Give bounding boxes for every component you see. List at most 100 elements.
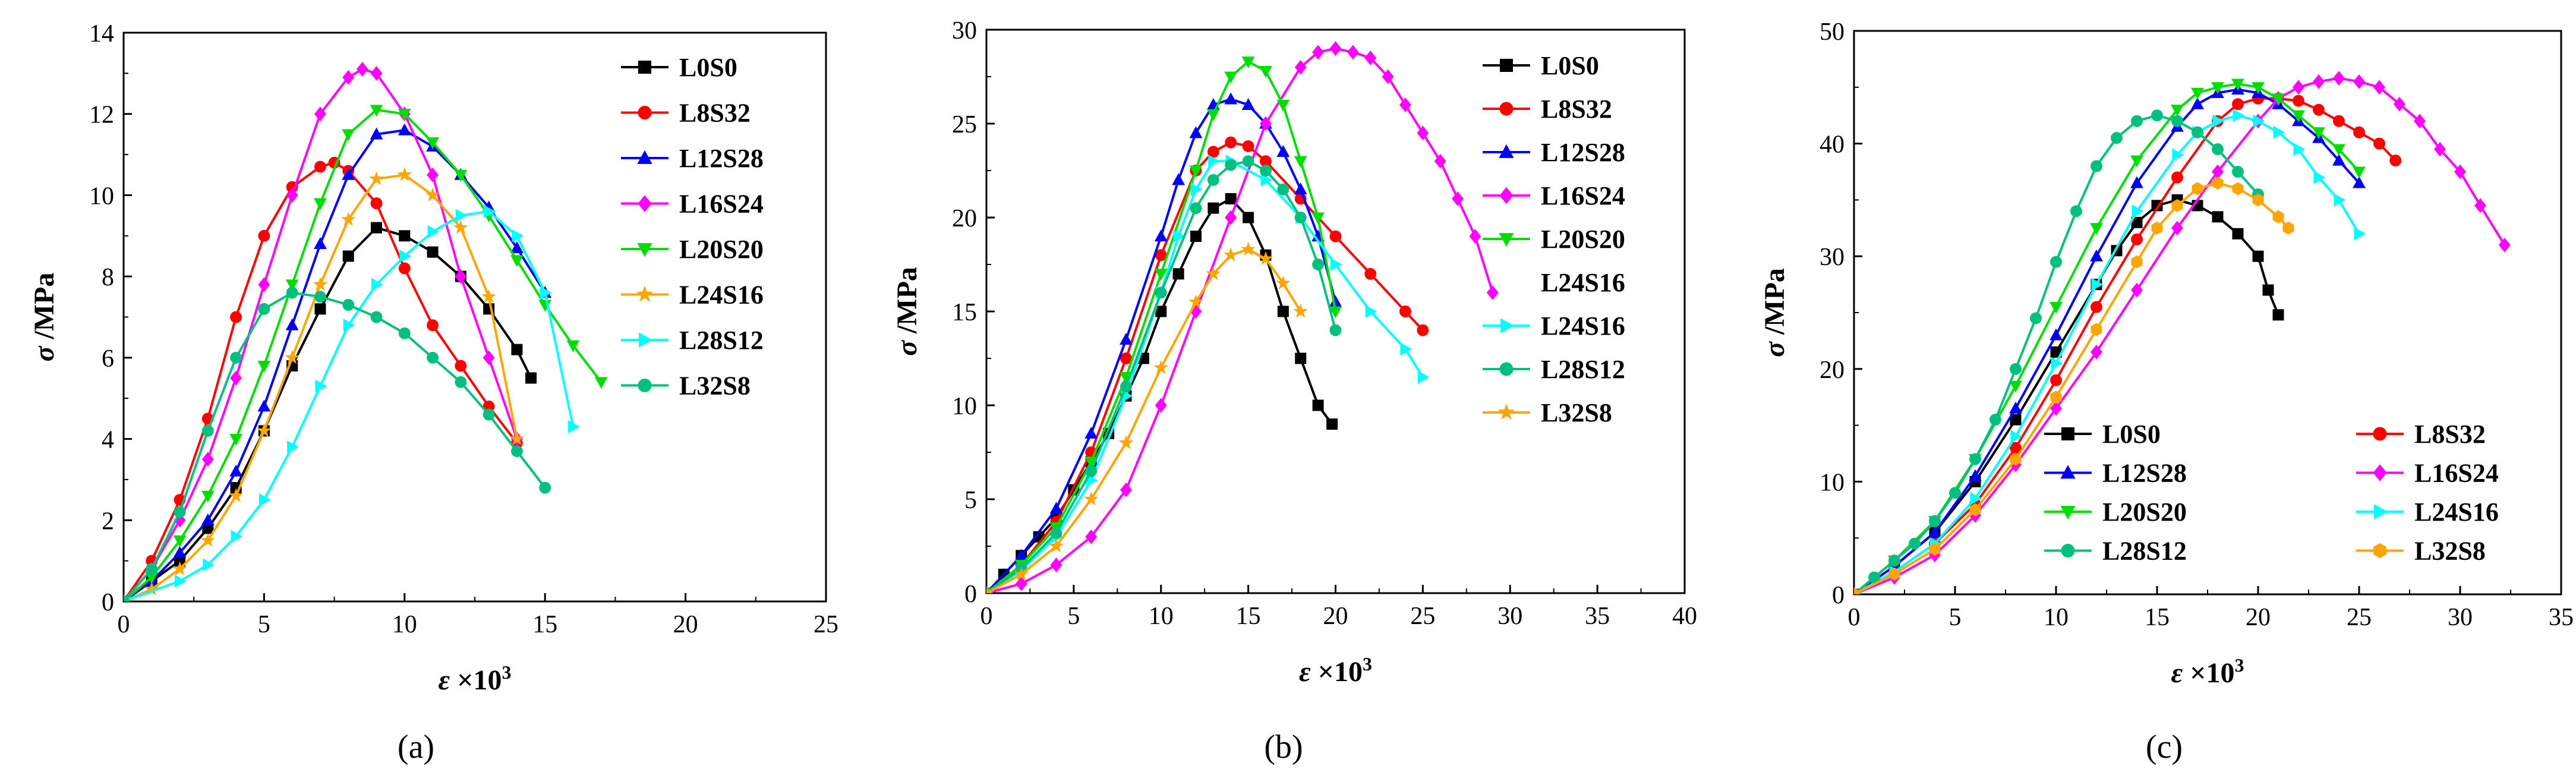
legend-item: L12S28: [621, 144, 764, 173]
data-point: [1312, 45, 1325, 60]
data-point: [2050, 328, 2063, 341]
data-point: [1206, 109, 1220, 121]
y-tick-label: 10: [952, 393, 977, 420]
data-point: [1155, 398, 1167, 413]
data-point: [1329, 230, 1342, 242]
x-tick-label: 15: [2145, 604, 2170, 631]
data-point: [1172, 173, 1185, 185]
series-line: [124, 161, 518, 601]
data-point: [2010, 442, 2022, 454]
legend-label: L24S16: [2414, 497, 2499, 527]
panel-caption: (c): [2146, 729, 2183, 765]
data-point: [1330, 258, 1342, 271]
data-point: [1969, 469, 1982, 481]
data-point: [2313, 103, 2325, 116]
legend-marker: [2373, 427, 2387, 441]
data-point: [2232, 228, 2244, 240]
data-point: [1049, 538, 1064, 553]
data-point: [230, 370, 242, 386]
series-L32S8: [1854, 177, 2294, 594]
data-point: [342, 70, 355, 85]
data-point: [1208, 155, 1221, 168]
series-line: [986, 160, 1424, 593]
legend-label: L28S12: [2102, 537, 2187, 566]
y-tick-label: 10: [1820, 469, 1844, 496]
data-point: [146, 563, 158, 575]
legend-item: L24S16: [1541, 268, 1625, 297]
legend-marker: [637, 150, 652, 164]
data-point: [2293, 80, 2304, 95]
data-point: [1207, 146, 1219, 158]
data-point: [1206, 266, 1221, 281]
data-point: [1241, 241, 1256, 256]
data-point: [313, 277, 328, 291]
legend: L0S0 L8S32 L12S28 L16S24 L20S20 L24S16 L24S16 L…: [1483, 51, 1625, 427]
series-line: [986, 141, 1424, 593]
legend-label: L24S16: [1541, 311, 1625, 341]
x-tick-label: 10: [392, 611, 417, 638]
data-point: [257, 423, 272, 437]
data-point: [1277, 183, 1289, 196]
data-point: [2373, 80, 2385, 95]
data-point: [257, 360, 271, 373]
legend-item: L20S20: [621, 235, 764, 264]
data-point: [370, 66, 383, 81]
data-point: [2070, 205, 2082, 218]
data-point: [1868, 571, 1880, 584]
legend-label: L16S24: [1541, 181, 1625, 210]
data-point: [2050, 346, 2062, 358]
data-point: [314, 106, 326, 122]
legend-marker: [1499, 187, 1514, 204]
data-point: [201, 424, 214, 437]
panel-caption: (b): [1264, 729, 1303, 765]
data-point: [2131, 282, 2143, 298]
series-L20S20: [986, 56, 1342, 593]
y-tick-label: 10: [89, 182, 114, 210]
data-point: [1326, 418, 1338, 430]
data-point: [510, 445, 523, 458]
data-point: [539, 481, 551, 494]
y-tick-label: 15: [952, 299, 977, 326]
data-point: [1014, 566, 1029, 581]
data-point: [1294, 156, 1307, 168]
data-point: [2010, 452, 2022, 466]
data-point: [1969, 453, 1981, 465]
data-point: [1190, 202, 1202, 215]
data-point: [258, 303, 270, 315]
data-point: [1120, 380, 1132, 393]
data-point: [2050, 256, 2062, 268]
data-point: [1929, 543, 1941, 556]
data-point: [369, 171, 384, 185]
legend-label: L20S20: [1541, 225, 1625, 254]
legend-label: L16S24: [2414, 459, 2499, 488]
data-point: [342, 250, 354, 262]
data-point: [2130, 155, 2143, 168]
data-point: [398, 109, 411, 121]
data-point: [2090, 223, 2103, 235]
data-point: [342, 299, 355, 311]
data-point: [1155, 305, 1167, 317]
data-point: [1084, 427, 1098, 439]
data-point: [371, 278, 383, 291]
legend-marker: [638, 195, 652, 212]
x-tick-label: 10: [1149, 603, 1174, 630]
legend-item: L28S12: [1483, 355, 1625, 384]
x-tick-label: 0: [980, 603, 993, 630]
legend-label: L28S12: [679, 326, 764, 355]
data-point: [315, 379, 327, 393]
data-point: [453, 220, 468, 234]
data-point: [2252, 250, 2264, 262]
legend-marker: [1499, 144, 1514, 158]
data-point: [2334, 193, 2346, 207]
data-point: [454, 169, 468, 182]
data-point: [1989, 414, 2001, 426]
data-point: [1049, 502, 1063, 514]
legend-marker: [639, 332, 653, 348]
data-point: [2353, 126, 2365, 138]
data-point: [314, 303, 326, 315]
series-L8S32: [986, 136, 1429, 593]
legend-item: L0S0: [2044, 420, 2161, 449]
legend-marker: [2060, 465, 2076, 479]
x-tick-label: 15: [532, 611, 557, 638]
x-tick-label: 20: [2246, 604, 2271, 631]
